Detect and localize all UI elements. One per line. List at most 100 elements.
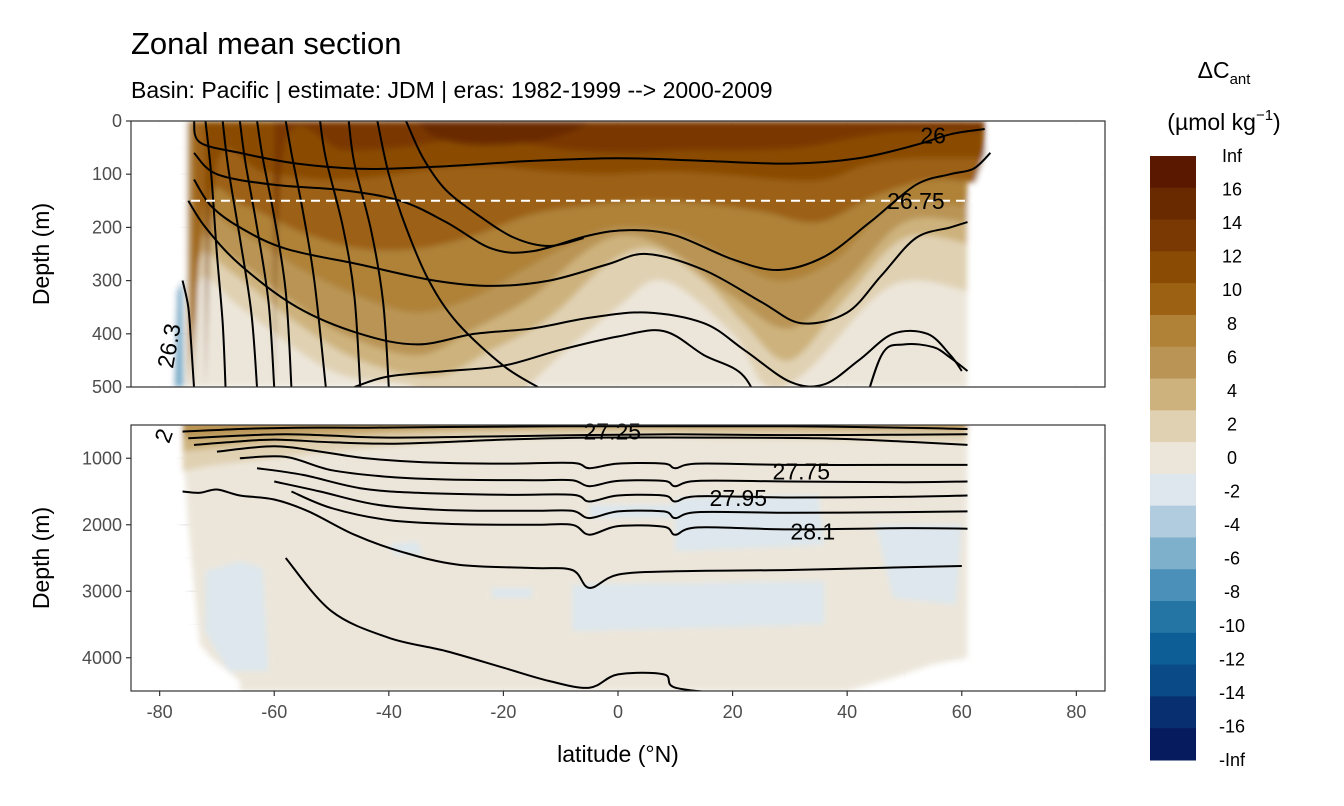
- x-tick-label: -20: [490, 702, 516, 722]
- isopycnal-line: [193, 121, 985, 170]
- fill-band-upper: [274, 121, 985, 387]
- legend-color-swatch: [1150, 314, 1196, 348]
- chart-title: Zonal mean section: [131, 26, 402, 61]
- legend-label: -10: [1219, 616, 1245, 636]
- legend-label: Inf: [1222, 146, 1243, 166]
- fill-negative-streak: [174, 280, 184, 387]
- fill-band-lower: [182, 425, 968, 452]
- isopycnal-line: [238, 121, 276, 387]
- legend-color-swatch: [1150, 664, 1196, 697]
- legend-label: 0: [1227, 448, 1237, 468]
- legend-label: -4: [1224, 515, 1240, 535]
- y-tick-label: 100: [92, 164, 122, 184]
- legend-label: 6: [1227, 347, 1237, 367]
- y-tick-label: 3000: [82, 581, 122, 601]
- x-tick-label: -60: [261, 702, 287, 722]
- isopycnal-line: [319, 121, 362, 387]
- isopycnal-line: [216, 445, 968, 470]
- legend-color-swatch: [1150, 473, 1196, 507]
- legend-color-swatch: [1150, 219, 1196, 252]
- y-tick-label: 300: [92, 271, 122, 291]
- isopycnal-line: [405, 121, 584, 248]
- isopycnal-line: [239, 455, 968, 488]
- isopycnal-line: [221, 121, 258, 387]
- lower-panel-y-axis: 1000 2000 3000 4000: [82, 448, 131, 668]
- legend-color-swatch: [1150, 156, 1196, 189]
- legend-color-swatch: [1150, 410, 1196, 443]
- x-tick-label: 40: [837, 702, 857, 722]
- isopycnal-line: [274, 480, 968, 520]
- legend-label: 14: [1222, 213, 1242, 233]
- isopycnal-line: [256, 467, 968, 503]
- fill-negative-patch: [572, 581, 825, 632]
- isopycnal-label: 27.75: [773, 459, 831, 485]
- fill-core-16: [417, 121, 590, 146]
- isopycnal-line: [182, 425, 968, 433]
- legend-units-post: ): [1273, 109, 1281, 135]
- legend-color-swatch: [1150, 378, 1196, 411]
- legend-units: (µmol kg−1): [1167, 107, 1280, 135]
- legend-color-swatch: [1150, 187, 1196, 221]
- y-tick-label: 1000: [82, 448, 122, 468]
- legend-label: -2: [1224, 482, 1240, 502]
- no-data-bottom-left: [131, 524, 240, 691]
- legend-color-swatch: [1150, 505, 1196, 538]
- legend-title: ΔCant: [1198, 57, 1252, 88]
- isopycnal-label: 27.25: [583, 419, 641, 445]
- legend-color-swatch: [1150, 442, 1196, 475]
- isopycnal-line: [193, 436, 968, 446]
- chart-subtitle: Basin: Pacific | estimate: JDM | eras: 1…: [131, 77, 773, 103]
- x-tick-label: 60: [952, 702, 972, 722]
- fill-negative-patch: [675, 494, 825, 552]
- legend-labels: Inf 16 14 12 10 8 6 4 2 0 -2 -4 -6 -8 -10 -12 -14 -16 -Inf: [1219, 146, 1246, 770]
- legend-color-swatch: [1150, 569, 1196, 602]
- legend-color-swatch: [1150, 346, 1196, 380]
- isopycnal-line: [376, 121, 539, 387]
- no-data-right-upper: [967, 121, 1105, 387]
- y-tick-label: 0: [112, 111, 122, 131]
- legend-color-swatch: [1150, 283, 1196, 316]
- isopycnal-label: 26.75: [887, 188, 945, 214]
- legend-label: -8: [1224, 582, 1240, 602]
- isopycnal-line: [284, 121, 327, 387]
- y-tick-label: 500: [92, 377, 122, 397]
- legend-color-swatch: [1150, 728, 1196, 761]
- legend-color-swatch: [1150, 601, 1196, 634]
- isopycnal-label: 26: [920, 122, 946, 148]
- lower-panel-contours: [182, 425, 968, 691]
- isopycnal-line: [354, 329, 753, 387]
- x-tick-label: -40: [376, 702, 402, 722]
- fill-negative-patch: [205, 561, 269, 671]
- isopycnal-line: [347, 121, 390, 387]
- legend-label: 4: [1227, 381, 1237, 401]
- isopycnal-line: [182, 488, 962, 589]
- upper-panel-border: [130, 120, 1106, 388]
- legend-label: 12: [1222, 247, 1242, 267]
- legend-color-swatch: [1150, 632, 1196, 666]
- legend-label: -12: [1219, 649, 1245, 669]
- x-tick-label: 20: [723, 702, 743, 722]
- no-data-right-lower: [847, 425, 1105, 691]
- x-tick-label: 0: [613, 702, 623, 722]
- no-data-left-upper: [131, 121, 183, 387]
- legend-label: 16: [1222, 180, 1242, 200]
- legend-label: -16: [1219, 716, 1245, 736]
- upper-panel-contours: [181, 121, 992, 387]
- isopycnal-line: [204, 121, 227, 387]
- isopycnal-line: [193, 178, 968, 325]
- isopycnal-line: [868, 342, 969, 387]
- lower-panel-ylabel: Depth (m): [28, 507, 54, 609]
- x-axis: -80 -60 -40 -20 0 20 40 60 80: [147, 691, 1086, 722]
- isopycnal-line: [193, 152, 992, 272]
- fill-negative-patch: [875, 524, 962, 605]
- isopycnal-line: [256, 121, 293, 387]
- fill-negative-patch: [492, 587, 533, 598]
- upper-panel-ylabel: Depth (m): [28, 203, 54, 305]
- legend-color-swatch: [1150, 696, 1196, 729]
- y-tick-label: 4000: [82, 648, 122, 668]
